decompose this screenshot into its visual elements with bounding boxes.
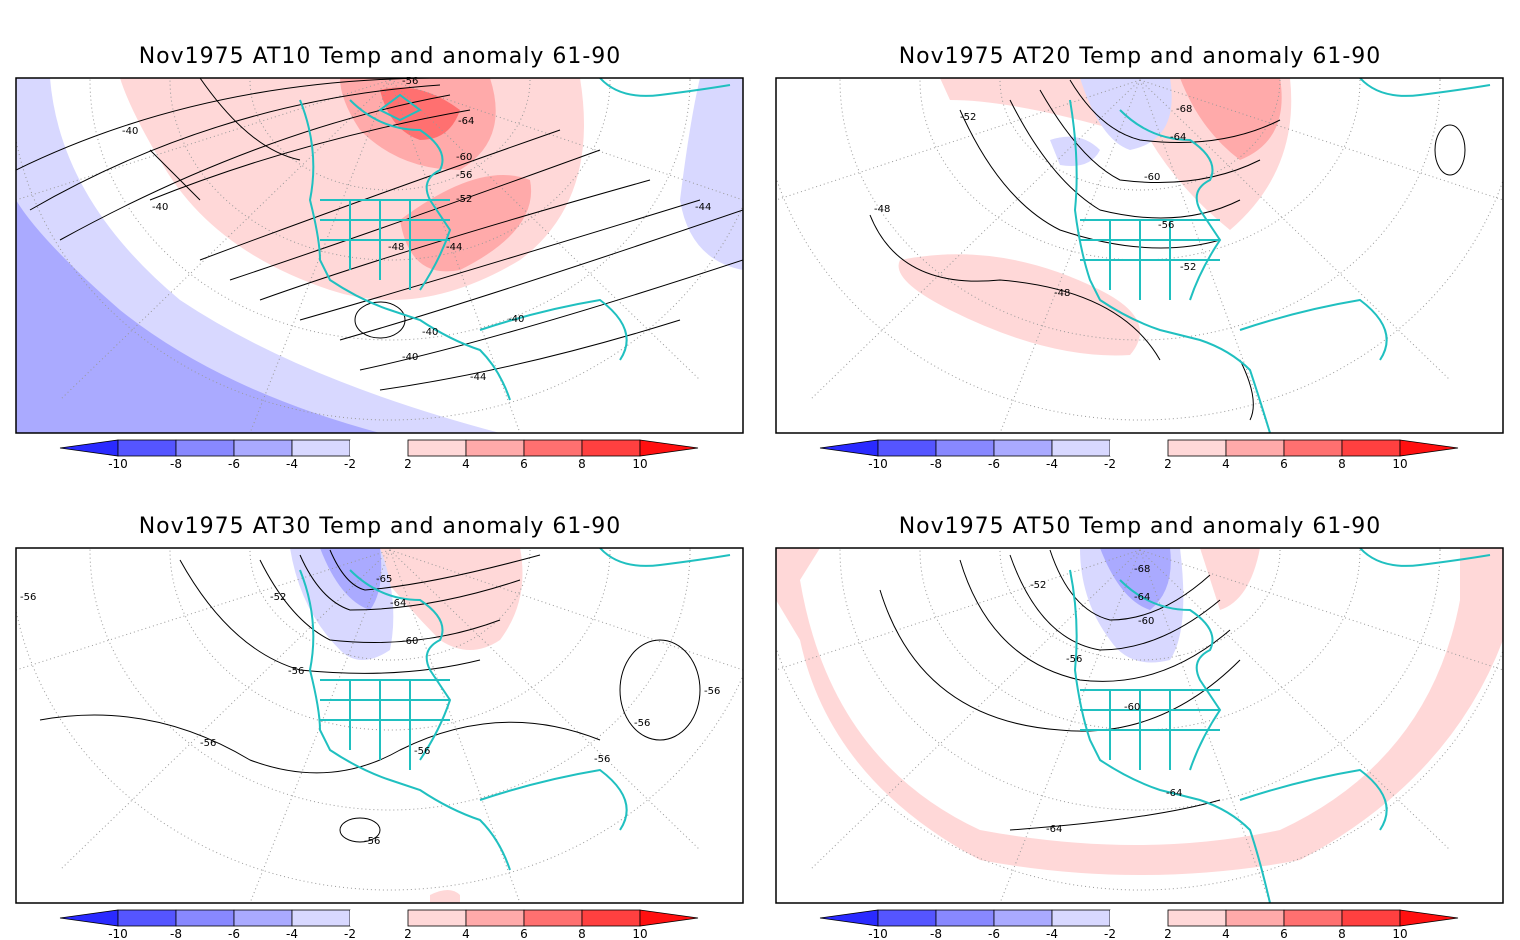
contour-label: -64 bbox=[1170, 132, 1186, 143]
contour-label: -56 bbox=[634, 718, 650, 729]
contour-label: -56 bbox=[288, 666, 304, 677]
contour-label: -60 bbox=[1124, 702, 1140, 713]
map-at30: -52 -56 -65 -64 -60 -56 -56 -56 -56 -56 … bbox=[15, 547, 744, 904]
contour-label: -64 bbox=[1166, 788, 1182, 799]
contour-label: -56 bbox=[20, 592, 36, 603]
contour-label: -48 bbox=[874, 204, 890, 215]
contour-label: -56 bbox=[704, 686, 720, 697]
panel-title: Nov1975 AT30 Temp and anomaly 61-90 bbox=[138, 514, 622, 539]
panel-title: Nov1975 AT20 Temp and anomaly 61-90 bbox=[898, 44, 1382, 69]
panel-title: Nov1975 AT10 Temp and anomaly 61-90 bbox=[138, 44, 622, 69]
contour-label: -64 bbox=[390, 598, 406, 609]
contour-label: -52 bbox=[960, 112, 976, 123]
contour-label: -56 bbox=[594, 754, 610, 765]
contour-label: -60 bbox=[402, 636, 418, 647]
contour-label: -56 bbox=[1066, 654, 1082, 665]
contour-label: -64 bbox=[1134, 592, 1150, 603]
contour-label: -56 bbox=[364, 836, 380, 847]
contour-label: -60 bbox=[1138, 616, 1154, 627]
contour-label: -64 bbox=[1046, 824, 1062, 835]
contour-label: -56 bbox=[200, 738, 216, 749]
contour-label: -52 bbox=[1180, 262, 1196, 273]
contour-label: -65 bbox=[376, 574, 392, 585]
contour-label: -68 bbox=[1134, 564, 1150, 575]
contour-label: -56 bbox=[414, 746, 430, 757]
contour-label: -60 bbox=[1144, 172, 1160, 183]
contour-label: -48 bbox=[1054, 288, 1070, 299]
contour-label: -52 bbox=[270, 592, 286, 603]
contour-label: -68 bbox=[1176, 104, 1192, 115]
contour-label: -56 bbox=[1158, 220, 1174, 231]
map-at10 bbox=[15, 77, 744, 434]
contour-label: -52 bbox=[1030, 580, 1046, 591]
panel-title: Nov1975 AT50 Temp and anomaly 61-90 bbox=[898, 514, 1382, 539]
map-at20: -52 -48 -68 -64 -60 -56 -52 -48 bbox=[775, 77, 1504, 434]
